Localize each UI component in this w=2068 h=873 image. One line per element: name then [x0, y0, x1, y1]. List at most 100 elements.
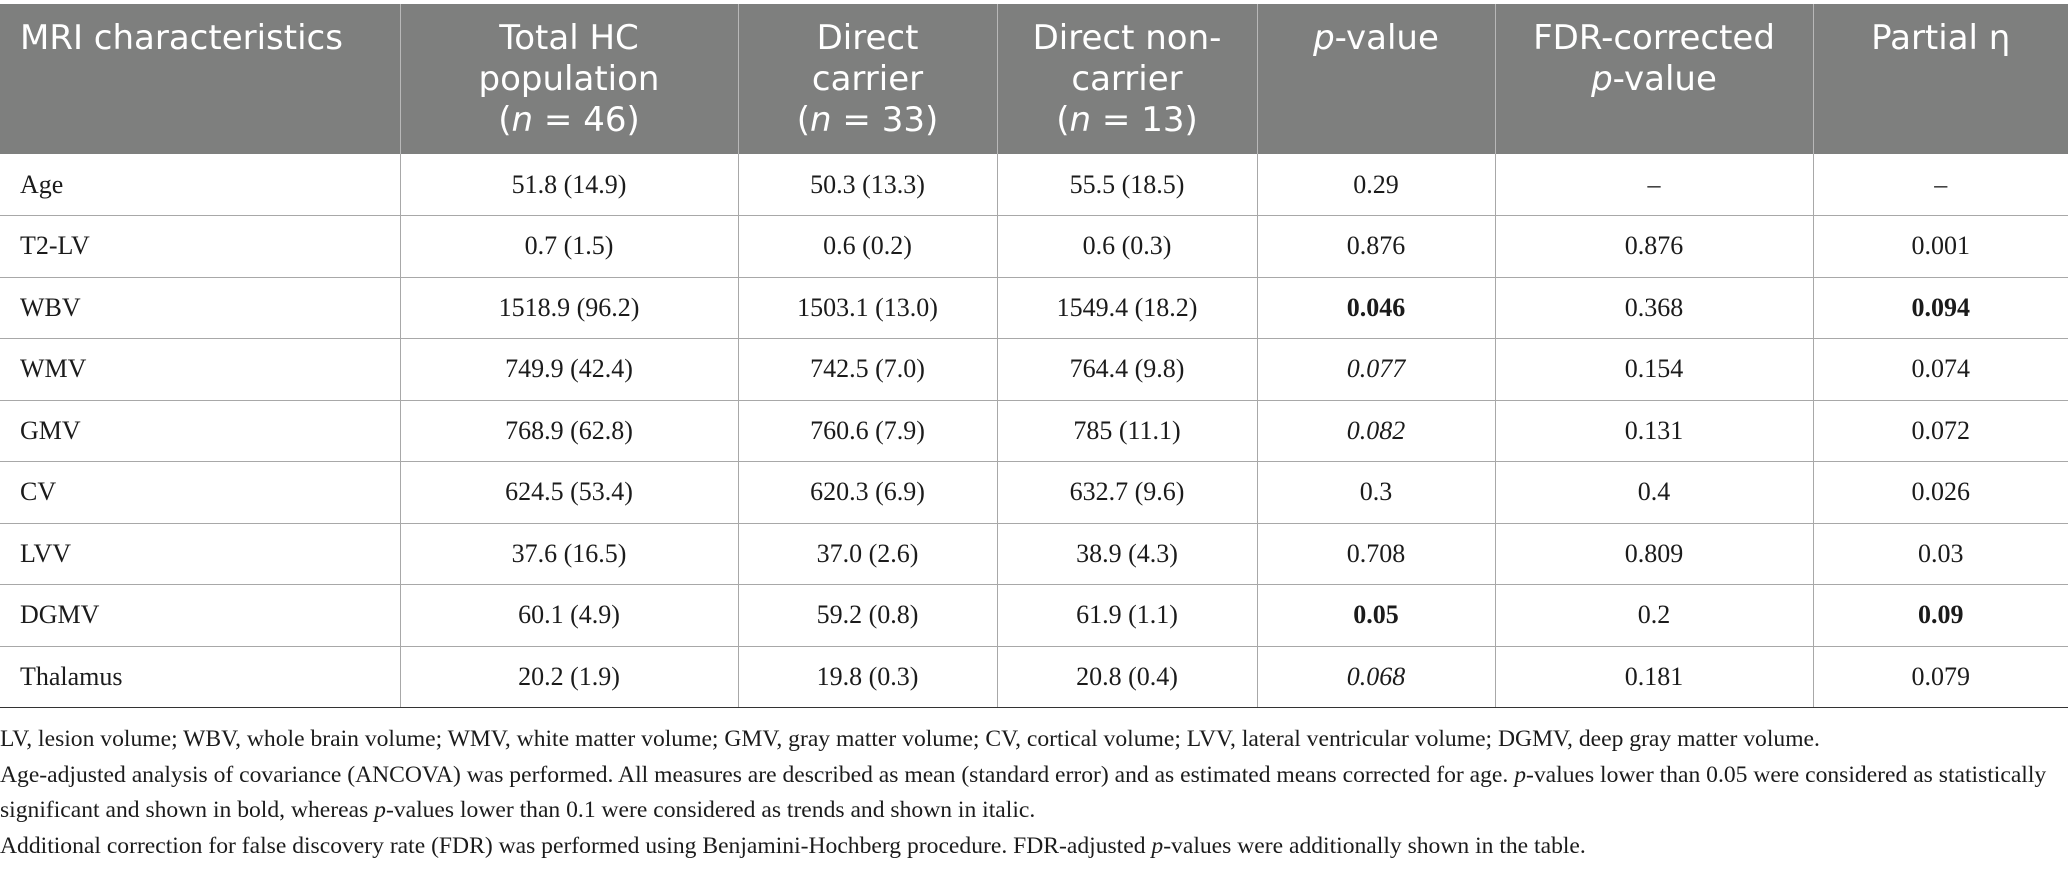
p-value-cell: 0.708: [1257, 523, 1496, 585]
n-value: 13: [1141, 100, 1185, 140]
header-mri-characteristics: MRI characteristics: [0, 4, 401, 154]
p-value-cell: 0.082: [1257, 400, 1496, 462]
p-symbol: p: [1151, 832, 1164, 859]
total-hc-cell: 624.5 (53.4): [400, 461, 739, 524]
header-line: Partial η: [1871, 18, 2011, 58]
header-fdr-corrected-p-value: FDR-corrected p-value: [1495, 4, 1814, 154]
direct-carrier-cell: 19.8 (0.3): [738, 646, 998, 708]
header-line: -value: [1612, 59, 1717, 99]
p-value-cell: 0.068: [1257, 646, 1496, 708]
p-value-cell: 0.3: [1257, 461, 1496, 524]
partial-eta-cell: 0.074: [1813, 338, 2068, 401]
direct-non-carrier-cell: 0.6 (0.3): [997, 215, 1258, 278]
row-label: Age: [0, 154, 401, 216]
table-row: LVV 37.6 (16.5) 37.0 (2.6) 38.9 (4.3) 0.708 0…: [0, 523, 2068, 585]
row-label: LVV: [0, 523, 401, 585]
direct-non-carrier-cell: 61.9 (1.1): [997, 584, 1258, 647]
total-hc-cell: 37.6 (16.5): [400, 523, 739, 585]
header-line: carrier: [1071, 59, 1183, 99]
header-line: FDR-corrected: [1533, 18, 1775, 58]
partial-eta-cell: 0.079: [1813, 646, 2068, 708]
p-value-cell: 0.05: [1257, 584, 1496, 647]
table-row: Thalamus 20.2 (1.9) 19.8 (0.3) 20.8 (0.4) 0.…: [0, 646, 2068, 708]
header-row: MRI characteristics Total HC population …: [0, 4, 2068, 154]
row-label: T2-LV: [0, 215, 401, 278]
table-row: Age 51.8 (14.9) 50.3 (13.3) 55.5 (18.5) 0.29…: [0, 154, 2068, 216]
row-label: Thalamus: [0, 646, 401, 708]
direct-carrier-cell: 50.3 (13.3): [738, 154, 998, 216]
table-row: CV 624.5 (53.4) 620.3 (6.9) 632.7 (9.6) 0.3 0…: [0, 461, 2068, 524]
header-line: Direct non-: [1032, 18, 1222, 58]
table-row: GMV 768.9 (62.8) 760.6 (7.9) 785 (11.1) 0.08…: [0, 400, 2068, 462]
header-line: population: [478, 59, 660, 99]
n-symbol: n: [511, 100, 534, 140]
partial-eta-cell: 0.09: [1813, 584, 2068, 647]
footnote-methods: Age-adjusted analysis of covariance (ANC…: [0, 758, 2060, 829]
total-hc-cell: 0.7 (1.5): [400, 215, 739, 278]
total-hc-cell: 1518.9 (96.2): [400, 277, 739, 339]
header-partial-eta: Partial η: [1813, 4, 2068, 154]
direct-carrier-cell: 620.3 (6.9): [738, 461, 998, 524]
partial-eta-cell: 0.001: [1813, 215, 2068, 278]
partial-eta-cell: 0.03: [1813, 523, 2068, 585]
note-text: Age-adjusted analysis of covariance (ANC…: [0, 761, 1515, 788]
fdr-p-value-cell: 0.154: [1495, 338, 1814, 401]
total-hc-cell: 60.1 (4.9): [400, 584, 739, 647]
table-row: WMV 749.9 (42.4) 742.5 (7.0) 764.4 (9.8) 0.0…: [0, 338, 2068, 401]
header-p-value: p-value: [1257, 4, 1496, 154]
footnote-fdr: Additional correction for false discover…: [0, 829, 2060, 865]
n-symbol: n: [810, 100, 832, 140]
header-line: -value: [1334, 18, 1439, 58]
direct-non-carrier-cell: 1549.4 (18.2): [997, 277, 1258, 339]
table-body: Age 51.8 (14.9) 50.3 (13.3) 55.5 (18.5) 0.29…: [0, 154, 2068, 708]
direct-carrier-cell: 59.2 (0.8): [738, 584, 998, 647]
p-symbol: p: [1591, 59, 1613, 99]
total-hc-cell: 768.9 (62.8): [400, 400, 739, 462]
direct-carrier-cell: 1503.1 (13.0): [738, 277, 998, 339]
partial-eta-cell: 0.094: [1813, 277, 2068, 339]
fdr-p-value-cell: 0.368: [1495, 277, 1814, 339]
fdr-p-value-cell: 0.181: [1495, 646, 1814, 708]
header-direct-non-carrier: Direct non- carrier (n = 13): [997, 4, 1258, 154]
n-value: 46: [583, 100, 627, 140]
fdr-p-value-cell: 0.2: [1495, 584, 1814, 647]
header-label: MRI characteristics: [20, 18, 343, 58]
row-label: CV: [0, 461, 401, 524]
partial-eta-cell: –: [1813, 154, 2068, 216]
total-hc-cell: 20.2 (1.9): [400, 646, 739, 708]
p-symbol: p: [1313, 18, 1335, 58]
p-symbol: p: [1514, 761, 1527, 788]
direct-non-carrier-cell: 785 (11.1): [997, 400, 1258, 462]
direct-non-carrier-cell: 20.8 (0.4): [997, 646, 1258, 708]
p-symbol: p: [374, 797, 386, 823]
header-line: Direct: [816, 18, 919, 58]
results-table-container: MRI characteristics Total HC population …: [0, 4, 2068, 708]
note-text: -values lower than 0.05 were considered …: [0, 761, 2047, 824]
partial-eta-cell: 0.026: [1813, 461, 2068, 524]
p-value-cell: 0.046: [1257, 277, 1496, 339]
fdr-p-value-cell: 0.131: [1495, 400, 1814, 462]
direct-non-carrier-cell: 764.4 (9.8): [997, 338, 1258, 401]
p-value-cell: 0.876: [1257, 215, 1496, 278]
header-total-hc: Total HC population (n = 46): [400, 4, 739, 154]
row-label: DGMV: [0, 584, 401, 647]
total-hc-cell: 749.9 (42.4): [400, 338, 739, 401]
direct-non-carrier-cell: 632.7 (9.6): [997, 461, 1258, 524]
fdr-p-value-cell: 0.809: [1495, 523, 1814, 585]
n-symbol: n: [1069, 100, 1092, 140]
p-value-cell: 0.077: [1257, 338, 1496, 401]
note-text: -values were additionally shown in the t…: [1163, 832, 1586, 859]
n-value: 33: [881, 100, 925, 140]
direct-non-carrier-cell: 55.5 (18.5): [997, 154, 1258, 216]
note-text: Additional correction for false discover…: [0, 832, 1152, 859]
fdr-p-value-cell: 0.876: [1495, 215, 1814, 278]
row-label: WBV: [0, 277, 401, 339]
direct-non-carrier-cell: 38.9 (4.3): [997, 523, 1258, 585]
table-row: DGMV 60.1 (4.9) 59.2 (0.8) 61.9 (1.1) 0.05 0.…: [0, 584, 2068, 647]
direct-carrier-cell: 742.5 (7.0): [738, 338, 998, 401]
direct-carrier-cell: 0.6 (0.2): [738, 215, 998, 278]
table-row: T2-LV 0.7 (1.5) 0.6 (0.2) 0.6 (0.3) 0.876 0.8…: [0, 215, 2068, 278]
row-label: GMV: [0, 400, 401, 462]
mri-results-table: MRI characteristics Total HC population …: [0, 4, 2068, 708]
footnote-abbreviations: LV, lesion volume; WBV, whole brain volu…: [0, 726, 1820, 752]
